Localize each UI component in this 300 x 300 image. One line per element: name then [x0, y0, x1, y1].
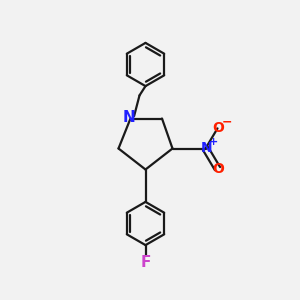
Text: O: O	[212, 162, 224, 176]
Text: N: N	[123, 110, 135, 125]
Text: −: −	[221, 116, 232, 129]
Text: F: F	[140, 255, 151, 270]
Text: O: O	[212, 121, 224, 135]
Text: N: N	[200, 141, 212, 155]
Text: +: +	[208, 137, 217, 147]
